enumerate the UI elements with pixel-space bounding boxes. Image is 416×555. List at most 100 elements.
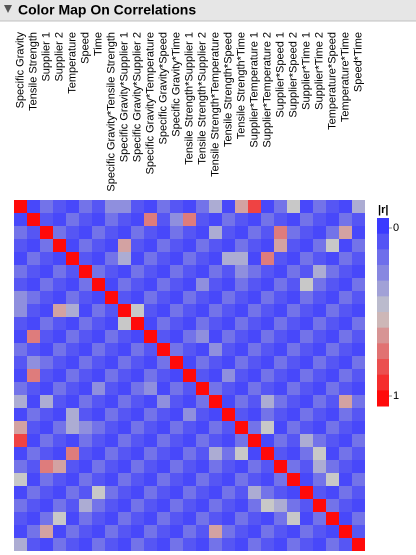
heat-cell [131,447,144,460]
heat-cell [261,213,274,226]
heat-cell [248,330,261,343]
heat-cell [209,252,222,265]
heat-cell [66,226,79,239]
heat-cell [92,525,105,538]
heat-cell [66,343,79,356]
heat-cell [261,512,274,525]
heat-cell [209,499,222,512]
heat-cell [339,486,352,499]
heat-cell [131,369,144,382]
heat-cell [183,408,196,421]
heat-cell [287,291,300,304]
heat-cell [144,213,157,226]
heat-cell [14,486,27,499]
heat-cell [326,525,339,538]
legend-tick-label: 0 [393,222,399,234]
heat-cell [248,421,261,434]
heat-cell [66,512,79,525]
heat-cell [118,395,131,408]
heat-cell [183,369,196,382]
heat-cell [66,486,79,499]
heat-cell [14,408,27,421]
heat-cell [105,447,118,460]
heat-cell [144,486,157,499]
heat-cell [105,291,118,304]
heat-cell [170,369,183,382]
heat-cell [40,265,53,278]
heat-cell [40,278,53,291]
heat-cell [339,343,352,356]
heat-cell [53,317,66,330]
heat-cell [339,226,352,239]
heat-cell [352,317,365,330]
heat-cell [157,252,170,265]
heat-cell [196,369,209,382]
heat-cell [144,395,157,408]
heat-cell [92,486,105,499]
heat-cell [261,382,274,395]
heat-cell [248,434,261,447]
heat-cell [287,382,300,395]
heat-cell [222,473,235,486]
heat-cell [300,213,313,226]
disclosure-icon[interactable] [4,5,12,13]
heat-cell [339,499,352,512]
heat-cell [248,252,261,265]
legend-tick-label: 1 [393,390,399,402]
heat-cell [118,512,131,525]
heat-cell [40,239,53,252]
heat-cell [183,304,196,317]
heat-cell [313,356,326,369]
heat-cell [352,434,365,447]
heat-cell [14,382,27,395]
heat-cell [79,226,92,239]
heat-cell [209,434,222,447]
heat-cell [274,356,287,369]
heat-cell [274,447,287,460]
heat-cell [144,330,157,343]
heat-cell [157,291,170,304]
heat-cell [274,213,287,226]
heat-cell [352,213,365,226]
legend-swatch [377,312,389,329]
heat-cell [339,395,352,408]
heat-cell [118,421,131,434]
heat-cell [14,499,27,512]
heat-cell [131,239,144,252]
column-label: Supplier*Speed 2 [287,32,299,118]
heat-cell [235,200,248,213]
heat-cell [274,499,287,512]
heat-cell [53,330,66,343]
heat-cell [27,382,40,395]
heat-cell [170,434,183,447]
heat-cell [170,499,183,512]
heat-cell [352,395,365,408]
column-label: Supplier 2 [53,32,65,82]
header-bar [0,0,416,21]
heat-cell [170,525,183,538]
heat-cell [92,538,105,551]
heat-cell [27,200,40,213]
heat-cell [105,525,118,538]
heat-cell [196,200,209,213]
heat-cell [274,421,287,434]
heat-cell [248,447,261,460]
heat-cell [92,512,105,525]
heat-cell [313,200,326,213]
heat-cell [196,434,209,447]
heat-cell [339,356,352,369]
heat-cell [131,291,144,304]
heat-cell [92,213,105,226]
heat-cell [287,460,300,473]
heat-cell [79,434,92,447]
heat-cell [222,421,235,434]
heat-cell [14,447,27,460]
heat-cell [326,278,339,291]
heat-cell [209,395,222,408]
heat-cell [157,265,170,278]
heat-cell [300,538,313,551]
heat-cell [261,460,274,473]
legend-swatch [377,359,389,376]
heat-cell [27,473,40,486]
heat-cell [274,512,287,525]
